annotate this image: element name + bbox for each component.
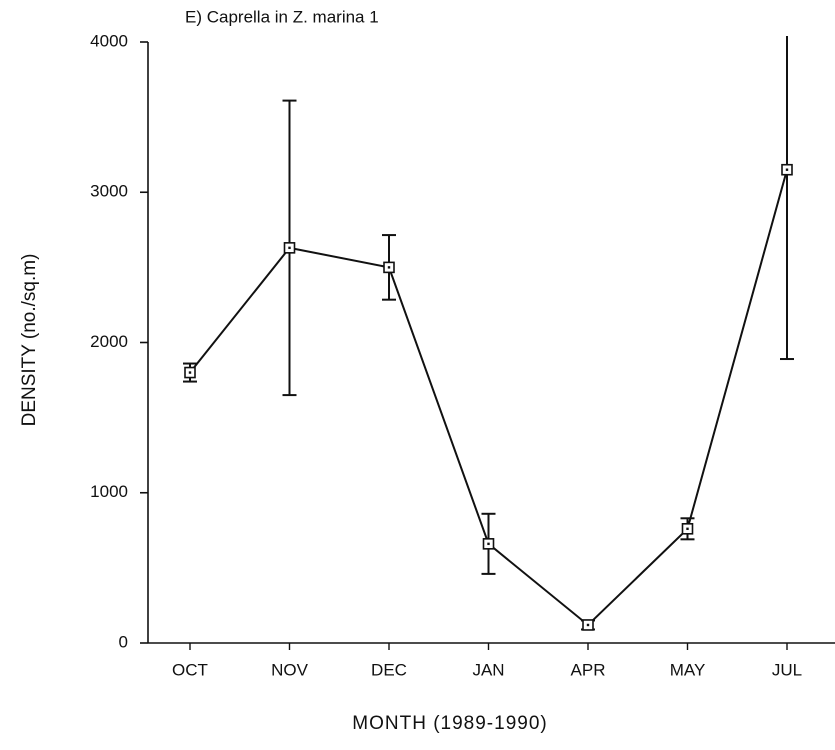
x-tick-label: DEC: [371, 660, 407, 679]
x-tick-label: OCT: [172, 660, 208, 679]
x-tick-label: JUL: [772, 660, 802, 679]
marker-dot: [586, 623, 590, 627]
marker-dot: [487, 542, 490, 546]
x-tick-label: JAN: [472, 660, 504, 679]
chart-title: E) Caprella in Z. marina 1: [185, 7, 379, 26]
plot-area: [183, 36, 794, 631]
marker-dot: [188, 371, 192, 374]
marker-dot: [785, 168, 789, 171]
marker-dot: [288, 246, 291, 250]
error-bar: [780, 36, 794, 361]
y-tick-label: 4000: [90, 31, 128, 50]
marker-dot: [686, 527, 689, 531]
x-tick-label: APR: [571, 660, 606, 679]
x-axis-label: MONTH (1989-1990): [352, 713, 547, 734]
y-tick-label: 2000: [90, 332, 128, 351]
y-tick-label: 3000: [90, 182, 128, 201]
y-tick-label: 1000: [90, 482, 128, 501]
x-tick-label: MAY: [670, 660, 706, 679]
x-tick-label: NOV: [271, 660, 309, 679]
y-axis-label: DENSITY (no./sq.m): [19, 254, 40, 427]
y-tick-label: 0: [119, 632, 128, 651]
marker-dot: [387, 266, 391, 269]
